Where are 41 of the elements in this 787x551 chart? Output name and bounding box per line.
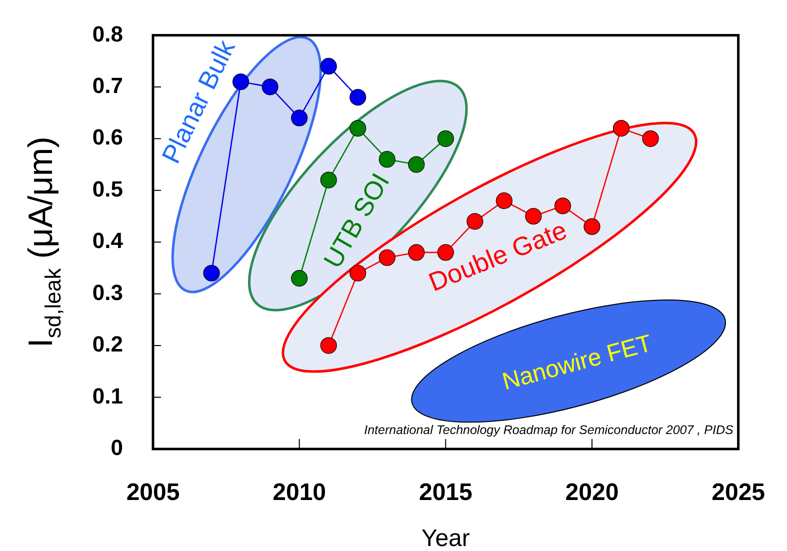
y-tick-label: 0.6 xyxy=(92,124,123,150)
annotation: Nanowire FET xyxy=(500,330,656,396)
point xyxy=(262,78,278,96)
point xyxy=(378,249,396,266)
y-tick-label: 0 xyxy=(110,435,123,460)
y-tick-label: 0.5 xyxy=(92,176,123,202)
point xyxy=(350,120,366,137)
y-tick-label: 0.2 xyxy=(92,332,123,357)
y-tick-label: 0.3 xyxy=(92,280,123,305)
point xyxy=(320,172,337,188)
point xyxy=(466,213,484,230)
point xyxy=(378,151,396,168)
point xyxy=(496,192,512,210)
point xyxy=(291,270,308,287)
point xyxy=(437,130,454,147)
x-tick-label: 2025 xyxy=(712,479,765,506)
annotation: International Technology Roadmap for Semiconductor 2007 , PIDS xyxy=(364,423,734,437)
y-tick-label: 0.4 xyxy=(92,228,124,254)
y-tick-label: 0.7 xyxy=(92,72,123,98)
point xyxy=(291,110,308,126)
point xyxy=(408,156,425,173)
point xyxy=(554,198,572,214)
y-tick-label: 0.1 xyxy=(92,383,123,408)
point xyxy=(203,264,220,282)
x-tick-label: 2005 xyxy=(126,479,180,506)
point xyxy=(584,218,600,235)
x-tick-label: 2015 xyxy=(418,479,472,506)
y-tick-label: 0.8 xyxy=(92,21,123,46)
x-tick-label: 2020 xyxy=(565,479,619,506)
x-axis-title: Year xyxy=(421,525,470,551)
point xyxy=(642,130,659,147)
point xyxy=(320,337,337,354)
point xyxy=(320,58,337,75)
point xyxy=(350,264,366,282)
point xyxy=(525,208,542,225)
text: Double Gate xyxy=(424,214,571,298)
point xyxy=(350,88,366,106)
point xyxy=(612,120,630,137)
x-tick-label: 2010 xyxy=(272,479,326,506)
y-axis-title: Isd,leak (μA/μm) xyxy=(22,136,66,348)
point xyxy=(408,244,425,261)
